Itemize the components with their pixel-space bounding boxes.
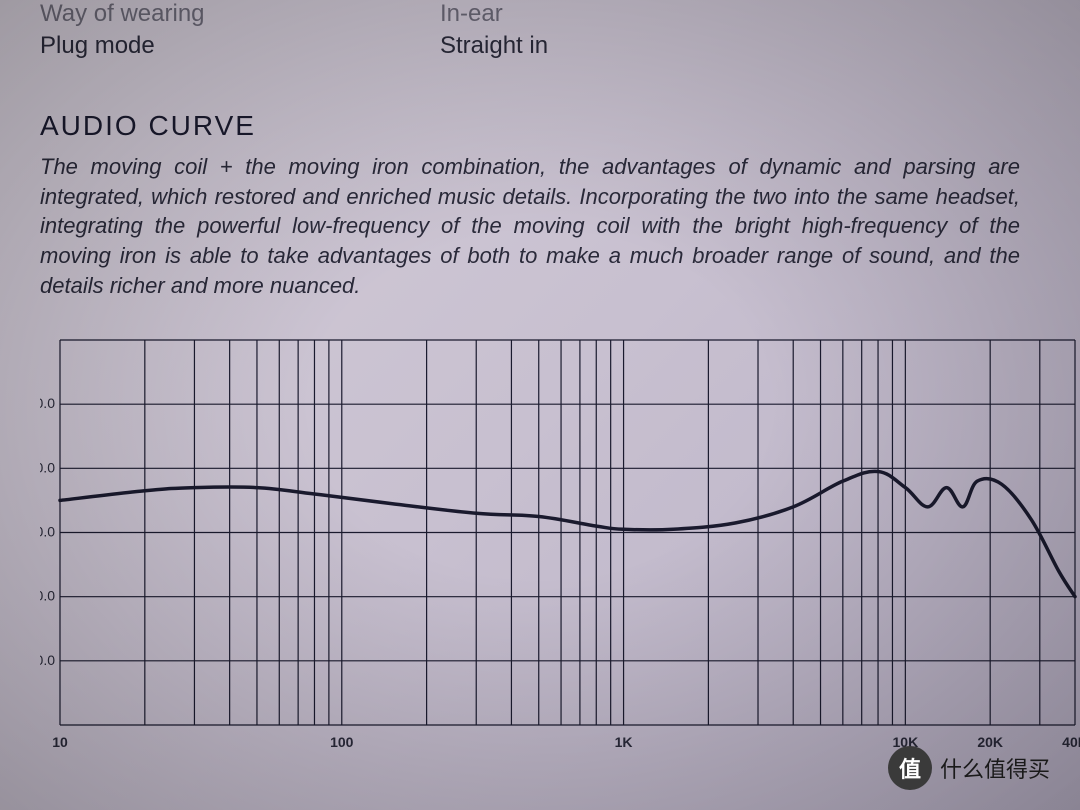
section-title: AUDIO CURVE xyxy=(40,110,1040,142)
svg-text:120.0: 120.0 xyxy=(40,460,55,476)
spec-label: Way of wearing xyxy=(40,0,440,28)
spec-label: Plug mode xyxy=(40,32,440,60)
svg-text:100: 100 xyxy=(330,734,354,750)
watermark-badge-icon: 值 xyxy=(888,746,932,790)
svg-text:00.0: 00.0 xyxy=(40,588,55,604)
svg-text:40K: 40K xyxy=(1062,734,1080,750)
svg-text:10: 10 xyxy=(52,734,68,750)
spec-value: In-ear xyxy=(440,0,503,28)
spec-row: Way of wearing In-ear xyxy=(40,0,1040,28)
audio-curve-chart: 0.000.0110.0120.0130.0101001K10K20K40K xyxy=(40,330,1040,760)
spec-row: Plug mode Straight in xyxy=(40,32,1040,60)
watermark: 值 什么值得买 xyxy=(888,746,1050,790)
description-text: The moving coil + the moving iron combin… xyxy=(40,152,1040,300)
spec-value: Straight in xyxy=(440,32,548,60)
svg-text:0.0: 0.0 xyxy=(40,652,55,668)
svg-text:130.0: 130.0 xyxy=(40,396,55,412)
svg-text:1K: 1K xyxy=(615,734,633,750)
watermark-text: 什么值得买 xyxy=(940,752,1050,784)
svg-text:110.0: 110.0 xyxy=(40,524,55,540)
